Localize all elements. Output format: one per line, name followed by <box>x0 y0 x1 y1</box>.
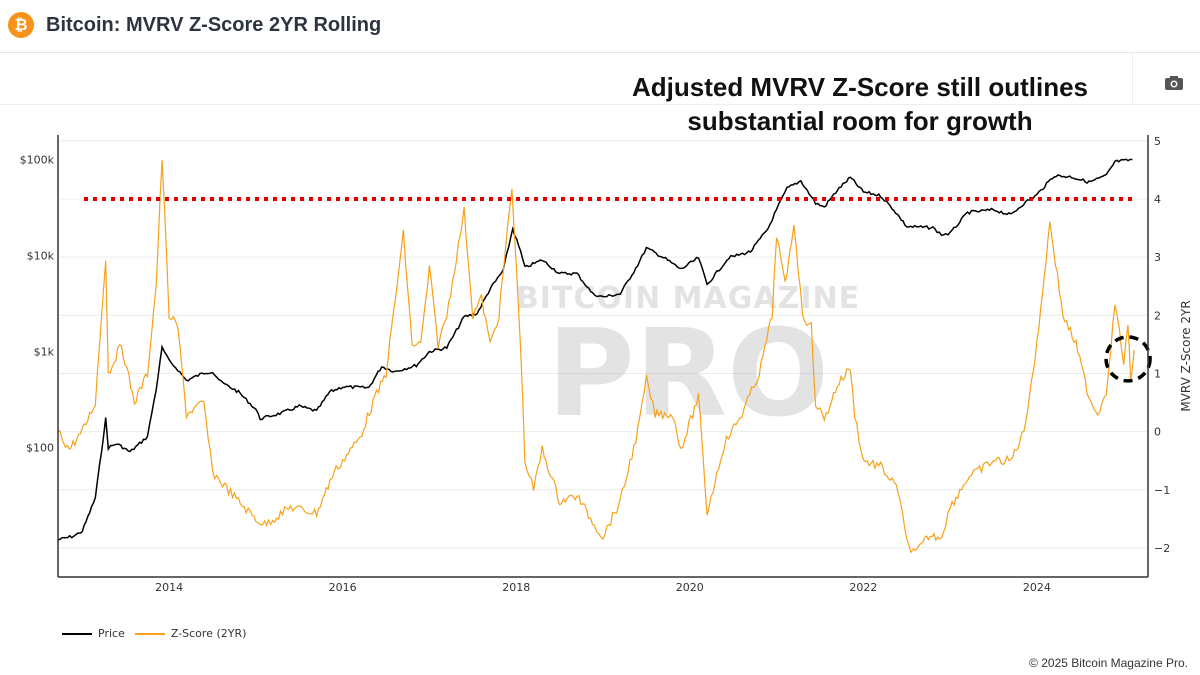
watermark-line-1: BITCOIN MAGAZINE <box>516 281 860 316</box>
x-tick-label: 2020 <box>676 581 704 594</box>
x-tick-label: 2022 <box>849 581 877 594</box>
legend: Price Z-Score (2YR) <box>62 627 246 640</box>
right-tick-label: −2 <box>1154 542 1170 555</box>
annotation-line-2: substantial room for growth <box>687 106 1033 136</box>
x-tick-label: 2014 <box>155 581 183 594</box>
x-tick-label: 2018 <box>502 581 530 594</box>
annotation: Adjusted MVRV Z-Score still outlines sub… <box>560 70 1160 138</box>
legend-zscore-swatch <box>134 632 165 635</box>
price-line <box>57 158 1133 541</box>
left-tick-label: $100k <box>20 154 55 167</box>
x-tick-label: 2024 <box>1023 581 1051 594</box>
page-title: Bitcoin: MVRV Z-Score 2YR Rolling <box>46 14 382 36</box>
zscore-line <box>57 160 1135 554</box>
toolbar <box>0 52 1200 105</box>
camera-icon[interactable] <box>1165 76 1183 90</box>
left-tick-label: $100 <box>26 442 54 455</box>
left-tick-label: $10k <box>27 250 55 263</box>
legend-price-swatch <box>62 632 92 635</box>
bitcoin-icon: ₿ <box>8 12 34 38</box>
header: ₿ Bitcoin: MVRV Z-Score 2YR Rolling <box>0 0 1200 53</box>
toolbar-divider <box>1132 52 1133 104</box>
legend-price[interactable]: Price <box>98 627 125 640</box>
left-tick-label: $1k <box>34 346 55 359</box>
copyright: © 2025 Bitcoin Magazine Pro. <box>1029 656 1188 670</box>
right-axis-title: MVRV Z-Score 2YR <box>1179 300 1193 411</box>
right-tick-label: 0 <box>1154 426 1161 439</box>
highlight-circle <box>1104 335 1152 383</box>
right-tick-label: 4 <box>1154 193 1161 206</box>
right-tick-label: −1 <box>1154 484 1170 497</box>
right-tick-label: 2 <box>1154 309 1161 322</box>
watermark: BITCOIN MAGAZINE PRO <box>516 281 860 444</box>
watermark-line-2: PRO <box>547 305 829 444</box>
right-tick-label: 1 <box>1154 367 1161 380</box>
legend-zscore[interactable]: Z-Score (2YR) <box>170 627 247 640</box>
x-tick-label: 2016 <box>329 581 357 594</box>
annotation-line-1: Adjusted MVRV Z-Score still outlines <box>631 72 1089 102</box>
right-tick-label: 3 <box>1154 251 1161 264</box>
